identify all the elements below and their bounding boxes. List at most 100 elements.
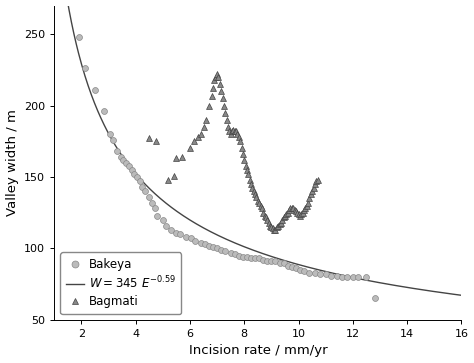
Point: [277, 220, 285, 226]
Point: [191, 238, 199, 244]
Point: [307, 191, 315, 197]
Point: [281, 213, 289, 219]
Point: [292, 265, 300, 271]
Point: [205, 243, 213, 249]
Point: [208, 93, 216, 98]
Point: [200, 124, 207, 130]
Legend: Bakeya, $W = 345\ E^{-0.59}$, Bagmati: Bakeya, $W = 345\ E^{-0.59}$, Bagmati: [60, 253, 181, 314]
Y-axis label: Valley width / m: Valley width / m: [6, 109, 18, 216]
Point: [312, 178, 320, 184]
Point: [223, 117, 230, 123]
Point: [261, 213, 268, 219]
Point: [213, 245, 221, 251]
Point: [371, 295, 378, 301]
Point: [311, 181, 319, 187]
Point: [219, 95, 227, 101]
Point: [120, 157, 128, 163]
Point: [268, 224, 275, 230]
X-axis label: Incision rate / mm/yr: Incision rate / mm/yr: [189, 344, 327, 358]
Point: [328, 273, 335, 278]
Point: [269, 225, 276, 231]
Point: [288, 264, 296, 270]
Point: [152, 138, 160, 144]
Point: [285, 207, 293, 213]
Point: [255, 256, 263, 261]
Point: [182, 234, 190, 240]
Point: [197, 131, 205, 137]
Point: [239, 254, 246, 260]
Point: [82, 65, 89, 71]
Point: [295, 211, 302, 217]
Point: [122, 160, 130, 166]
Point: [91, 87, 99, 93]
Point: [280, 214, 287, 220]
Point: [239, 151, 246, 157]
Point: [202, 117, 210, 123]
Point: [287, 205, 294, 211]
Point: [251, 256, 259, 261]
Point: [306, 270, 313, 276]
Point: [246, 177, 254, 183]
Point: [296, 267, 304, 273]
Point: [253, 194, 260, 200]
Point: [288, 205, 296, 211]
Point: [300, 268, 308, 274]
Point: [177, 231, 184, 237]
Point: [251, 191, 259, 197]
Point: [215, 74, 222, 80]
Point: [280, 260, 287, 266]
Point: [238, 146, 246, 151]
Point: [227, 250, 235, 256]
Point: [186, 146, 194, 151]
Point: [300, 207, 308, 213]
Point: [292, 208, 300, 214]
Point: [218, 88, 225, 94]
Point: [170, 173, 177, 179]
Point: [293, 210, 301, 216]
Point: [259, 257, 267, 263]
Point: [162, 223, 169, 228]
Point: [218, 247, 225, 253]
Point: [333, 273, 340, 278]
Point: [235, 253, 243, 258]
Point: [279, 217, 286, 223]
Point: [270, 227, 278, 233]
Point: [173, 230, 180, 236]
Point: [113, 148, 120, 154]
Point: [213, 71, 221, 77]
Point: [243, 254, 251, 260]
Point: [272, 258, 279, 264]
Point: [197, 240, 205, 246]
Point: [235, 134, 243, 140]
Point: [136, 178, 144, 184]
Point: [154, 213, 161, 219]
Point: [317, 271, 324, 277]
Point: [349, 274, 356, 280]
Point: [178, 154, 186, 160]
Point: [338, 274, 346, 280]
Point: [284, 210, 292, 216]
Point: [254, 198, 262, 204]
Point: [141, 188, 149, 194]
Point: [247, 256, 255, 261]
Point: [128, 167, 136, 173]
Point: [363, 274, 370, 280]
Point: [268, 258, 275, 264]
Point: [106, 131, 114, 137]
Point: [250, 188, 257, 194]
Point: [265, 220, 273, 226]
Point: [247, 181, 255, 187]
Point: [344, 274, 351, 280]
Point: [148, 200, 156, 205]
Point: [159, 217, 167, 223]
Point: [226, 129, 233, 134]
Point: [227, 131, 235, 137]
Point: [355, 274, 362, 280]
Point: [188, 236, 195, 241]
Point: [231, 251, 238, 257]
Point: [212, 74, 219, 80]
Point: [216, 81, 224, 87]
Point: [283, 211, 290, 217]
Point: [201, 241, 209, 247]
Point: [322, 271, 329, 277]
